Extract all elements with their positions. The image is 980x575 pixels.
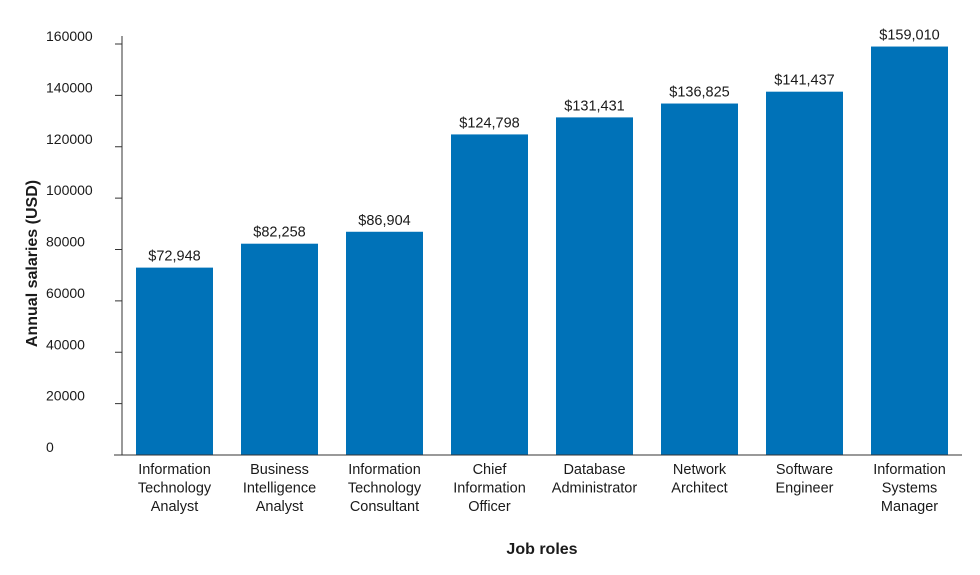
y-axis-ticks: 0 20000 40000 60000 80000 100000 120000 140000 1…: [46, 28, 122, 456]
y-tick-label: 40000: [46, 336, 85, 352]
category-label: Intelligence: [243, 481, 316, 497]
bar: [136, 267, 213, 455]
category-label: Information: [348, 462, 421, 478]
category-label: Analyst: [256, 499, 304, 515]
y-tick-label: 120000: [46, 131, 93, 147]
category-label: Technology: [138, 481, 212, 497]
category-label: Consultant: [350, 499, 419, 515]
bar: [346, 231, 423, 455]
y-tick-label: 0: [46, 439, 54, 455]
y-tick-label: 80000: [46, 234, 85, 250]
data-label: $72,948: [148, 249, 200, 265]
y-tick-label: 60000: [46, 285, 85, 301]
y-tick-label: 100000: [46, 182, 93, 198]
category-label: Information: [138, 462, 211, 478]
category-label: Information: [873, 462, 946, 478]
category-label: Database: [563, 462, 625, 478]
category-label: Network: [673, 462, 727, 478]
category-label: Systems: [882, 481, 938, 497]
bar: [451, 134, 528, 455]
category-label: Analyst: [151, 499, 199, 515]
category-label: Chief: [473, 462, 508, 478]
y-tick-label: 160000: [46, 28, 93, 44]
bars-group: [136, 46, 948, 456]
category-label: Officer: [468, 499, 511, 515]
data-label: $141,437: [774, 73, 834, 89]
bar: [556, 117, 633, 455]
data-labels-group: $72,948 $82,258 $86,904 $124,798 $131,431 $13…: [148, 28, 939, 265]
bar: [871, 46, 948, 456]
category-label: Software: [776, 462, 833, 478]
data-label: $124,798: [459, 115, 519, 131]
y-tick-label: 20000: [46, 388, 85, 404]
category-label: Administrator: [552, 481, 638, 497]
category-label: Engineer: [775, 481, 833, 497]
x-axis-title: Job roles: [506, 541, 577, 558]
category-label: Information: [453, 481, 526, 497]
bar: [766, 91, 843, 455]
category-label: Business: [250, 462, 309, 478]
data-label: $86,904: [358, 213, 410, 229]
bar: [661, 103, 738, 455]
category-label: Manager: [881, 499, 938, 515]
y-axis-title: Annual salaries (USD): [24, 180, 41, 347]
bar: [241, 243, 318, 455]
category-label: Technology: [348, 481, 422, 497]
category-labels-group: Information Technology Analyst Business Inte…: [138, 462, 946, 515]
data-label: $159,010: [879, 28, 939, 44]
category-label: Architect: [671, 481, 727, 497]
data-label: $131,431: [564, 98, 624, 114]
y-tick-label: 140000: [46, 79, 93, 95]
data-label: $82,258: [253, 225, 305, 241]
data-label: $136,825: [669, 85, 729, 101]
